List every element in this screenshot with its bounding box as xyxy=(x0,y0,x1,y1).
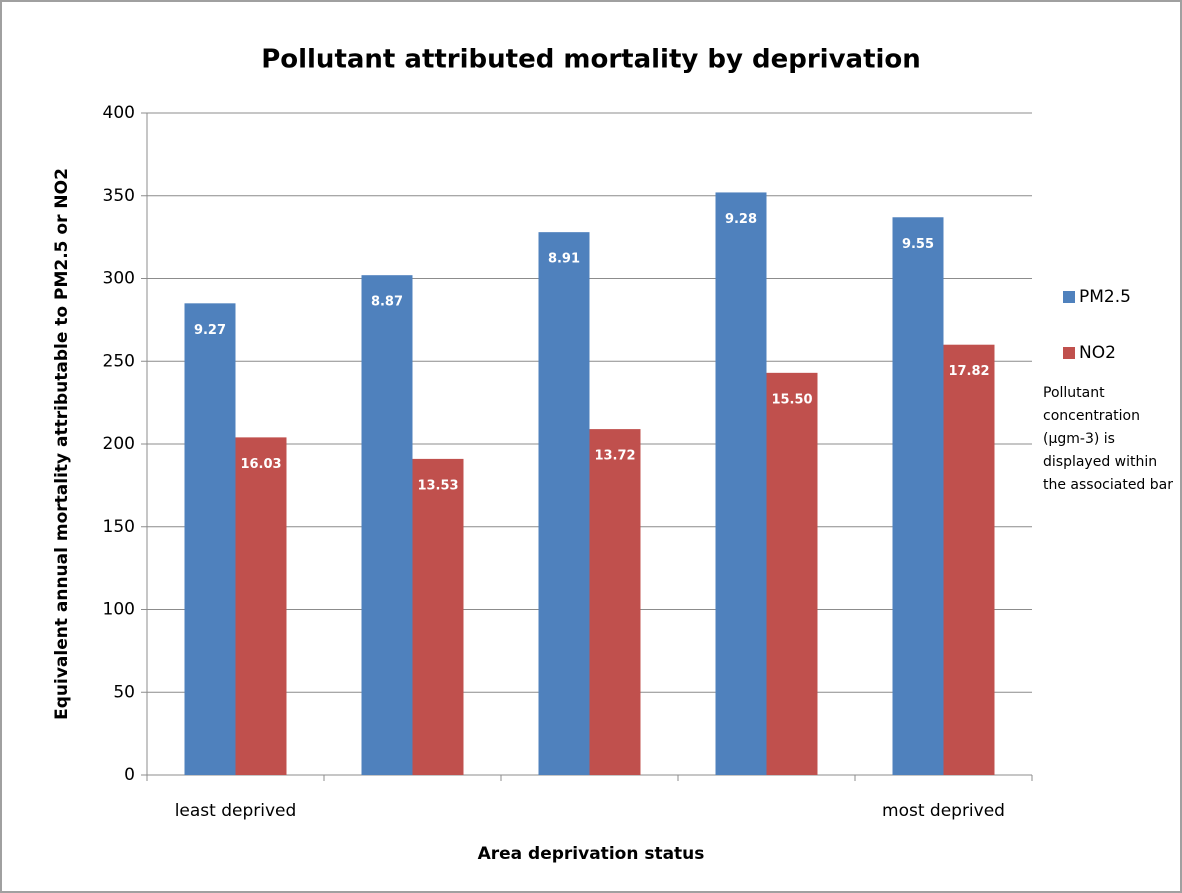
legend-label: PM2.5 xyxy=(1079,287,1131,307)
bar xyxy=(892,217,944,775)
concentration-label: 13.53 xyxy=(417,478,458,493)
concentration-label: 13.72 xyxy=(594,449,635,464)
y-tick-label: 200 xyxy=(103,434,135,454)
bar xyxy=(715,192,767,775)
concentration-label: 16.03 xyxy=(240,457,281,472)
x-tick-label: least deprived xyxy=(175,801,297,821)
y-tick-label: 250 xyxy=(103,351,135,371)
bar xyxy=(943,344,995,775)
concentration-label: 9.28 xyxy=(725,212,757,227)
legend-swatch xyxy=(1063,347,1075,359)
y-axis-title: Equivalent annual mortality attributable… xyxy=(52,168,72,720)
bar xyxy=(235,437,287,775)
bar xyxy=(412,458,464,775)
chart-title: Pollutant attributed mortality by depriv… xyxy=(261,45,921,75)
concentration-label: 15.50 xyxy=(771,392,812,407)
annotation: Pollutant concentration (µgm-3) is displ… xyxy=(1043,385,1173,493)
y-tick-label: 100 xyxy=(103,600,135,620)
bar xyxy=(184,303,236,775)
bar xyxy=(589,429,641,775)
legend-label: NO2 xyxy=(1079,343,1116,363)
bar xyxy=(538,232,590,775)
legend-swatch xyxy=(1063,291,1075,303)
y-tick-label: 300 xyxy=(103,269,135,289)
y-tick-label: 400 xyxy=(103,103,135,123)
y-tick-label: 50 xyxy=(113,682,135,702)
x-tick-label: most deprived xyxy=(882,801,1005,821)
x-axis-title: Area deprivation status xyxy=(478,844,705,864)
bar xyxy=(361,275,413,775)
concentration-label: 9.55 xyxy=(902,237,934,252)
y-tick-label: 150 xyxy=(103,517,135,537)
y-tick-label: 350 xyxy=(103,186,135,206)
y-tick-label: 0 xyxy=(124,765,135,785)
bar xyxy=(766,372,818,775)
concentration-label: 17.82 xyxy=(948,364,989,379)
concentration-label: 8.91 xyxy=(548,252,580,267)
concentration-label: 9.27 xyxy=(194,323,226,338)
concentration-label: 8.87 xyxy=(371,295,403,310)
